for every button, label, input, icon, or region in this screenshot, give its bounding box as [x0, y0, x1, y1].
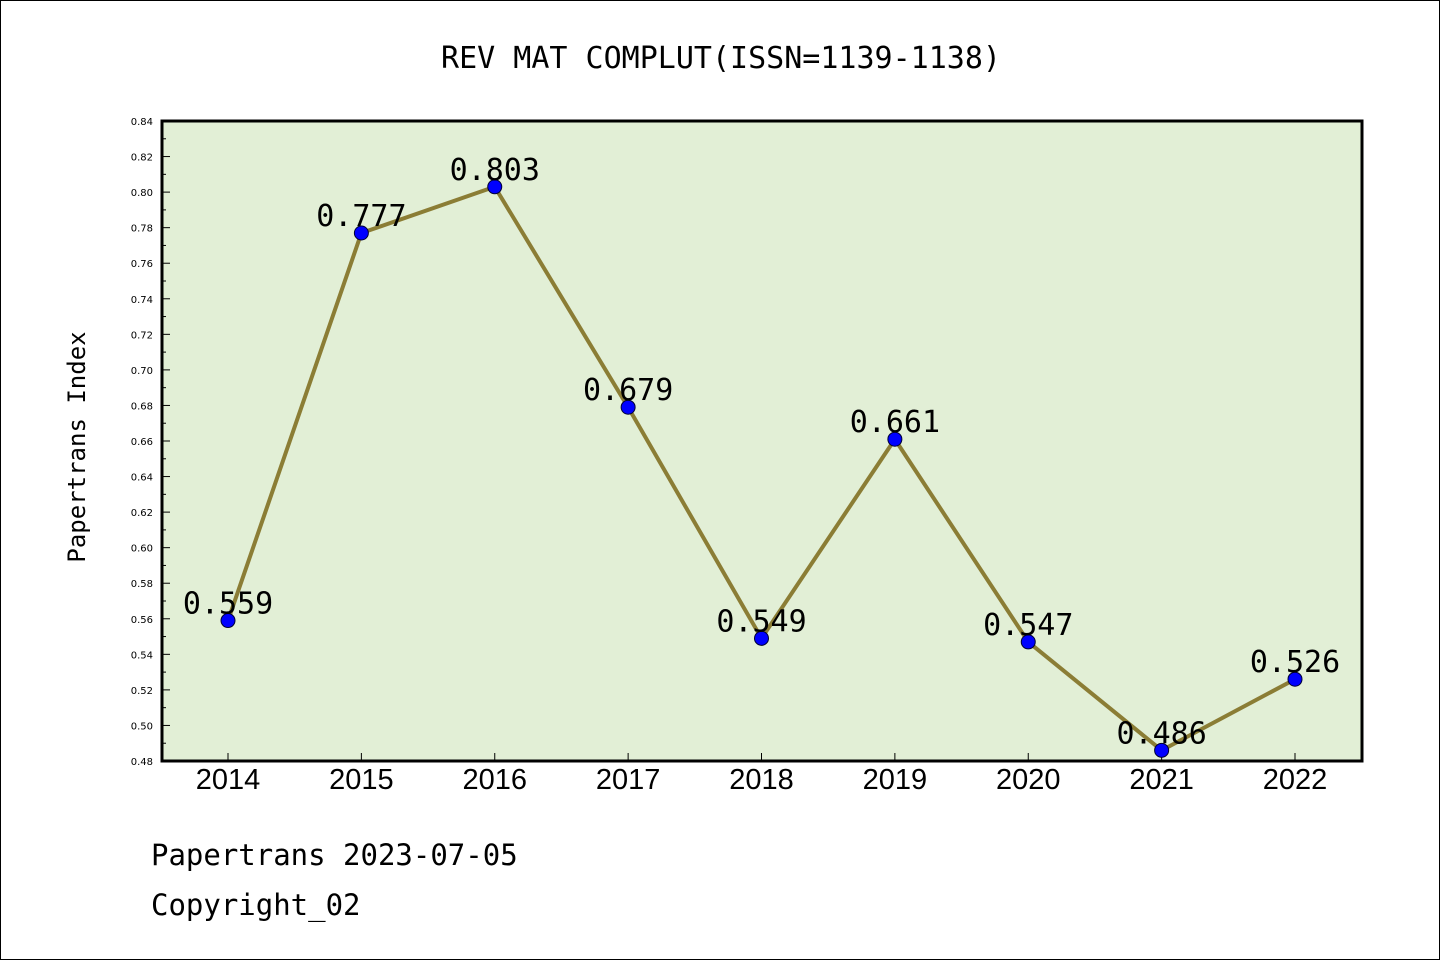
- data-label: 0.526: [1250, 645, 1340, 680]
- y-tick-label: 0.78: [131, 224, 153, 235]
- x-tick-label: 2019: [863, 764, 928, 796]
- data-label: 0.549: [716, 604, 806, 639]
- data-label: 0.486: [1116, 716, 1206, 751]
- data-point: [353, 225, 369, 241]
- y-tick-label: 0.66: [131, 437, 153, 448]
- data-point: [620, 399, 636, 415]
- y-axis-label: Papertrans Index: [63, 331, 91, 562]
- data-label: 0.559: [183, 587, 273, 622]
- y-tick-label: 0.80: [131, 188, 153, 199]
- y-tick-label: 0.82: [131, 153, 153, 164]
- y-tick-label: 0.62: [131, 508, 153, 519]
- x-tick-label: 2014: [196, 764, 261, 796]
- y-tick-label: 0.50: [131, 721, 153, 732]
- data-point: [887, 431, 903, 447]
- data-label: 0.547: [983, 608, 1073, 643]
- x-tick-label: 2016: [462, 764, 527, 796]
- y-tick-label: 0.56: [131, 615, 153, 626]
- y-tick-label: 0.48: [131, 757, 153, 768]
- y-tick-label: 0.58: [131, 579, 153, 590]
- y-tick-label: 0.72: [131, 330, 153, 341]
- data-labels: 0.559 0.777 0.803 0.679 0.549 0.661 0.547 0.486…: [183, 153, 1340, 752]
- y-tick-label: 0.54: [131, 650, 153, 661]
- plot-border: [160, 119, 1364, 763]
- y-tick-label: 0.52: [131, 686, 153, 697]
- x-tick-label: 2020: [996, 764, 1061, 796]
- data-point: [1020, 634, 1036, 650]
- y-tick-label: 0.84: [131, 117, 153, 128]
- data-point: [1154, 742, 1170, 758]
- y-tick-label: 0.60: [131, 544, 153, 555]
- data-label: 0.777: [316, 199, 406, 234]
- data-point: [487, 179, 503, 195]
- data-point: [754, 630, 769, 646]
- data-label: 0.661: [850, 405, 940, 440]
- y-tick-label: 0.64: [131, 473, 153, 484]
- data-label: 0.803: [450, 153, 540, 188]
- y-tick-label: 0.70: [131, 366, 153, 377]
- footer-date: Papertrans 2023-07-05: [151, 838, 518, 872]
- x-tick-label: 2022: [1263, 764, 1328, 796]
- x-tick-label: 2017: [596, 764, 661, 796]
- footer-copyright: Copyright_02: [151, 888, 361, 923]
- data-point: [220, 613, 236, 629]
- x-axis: 2014 2015 2016 2017 2018 2019 2020 2021 2022: [196, 753, 1328, 796]
- x-tick-label: 2021: [1129, 764, 1194, 796]
- x-tick-label: 2015: [329, 764, 394, 796]
- y-tick-label: 0.74: [131, 295, 153, 306]
- y-tick-label: 0.68: [131, 401, 153, 412]
- data-point: [1287, 671, 1303, 687]
- series-markers: [220, 179, 1303, 758]
- data-label: 0.679: [583, 373, 673, 408]
- y-tick-label: 0.76: [131, 259, 153, 270]
- chart-title: REV MAT COMPLUT(ISSN=1139-1138): [441, 41, 1001, 76]
- x-tick-label: 2018: [729, 764, 794, 796]
